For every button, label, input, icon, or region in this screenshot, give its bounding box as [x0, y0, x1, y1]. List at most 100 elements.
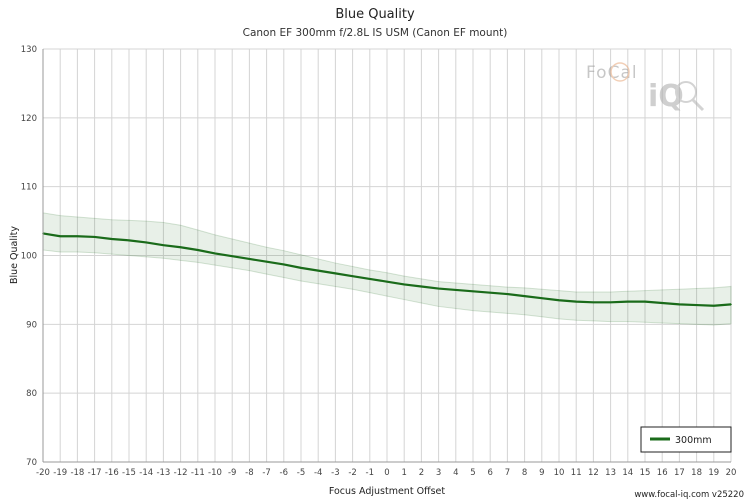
- x-tick-label: 16: [657, 468, 668, 478]
- data-point: [283, 263, 285, 266]
- x-tick-label: -13: [156, 468, 170, 478]
- credit-text: www.focal-iq.com v25220: [634, 490, 744, 500]
- data-point: [455, 289, 457, 291]
- legend: 300mm: [640, 426, 732, 453]
- x-tick-label: -19: [53, 468, 67, 478]
- x-tick-label: 8: [522, 468, 527, 478]
- data-point: [472, 290, 474, 293]
- x-tick-label: 10: [554, 468, 565, 478]
- data-point: [317, 269, 320, 272]
- x-tick-label: -14: [139, 468, 153, 478]
- data-point: [162, 244, 165, 246]
- data-point: [489, 291, 492, 294]
- x-tick-label: 13: [605, 468, 616, 478]
- data-point: [214, 252, 216, 255]
- x-tick-label: 0: [384, 468, 389, 478]
- x-tick-label: 12: [588, 468, 599, 478]
- data-point: [713, 304, 715, 307]
- data-point: [197, 249, 199, 251]
- y-tick-label: 110: [21, 183, 37, 193]
- chart-title: Blue Quality: [335, 7, 415, 22]
- data-point: [179, 246, 182, 249]
- x-tick-label: -18: [70, 468, 84, 478]
- x-tick-label: 2: [419, 468, 424, 478]
- y-tick-label: 90: [26, 320, 37, 330]
- x-tick-label: -9: [228, 468, 236, 478]
- data-point: [644, 300, 646, 303]
- x-tick-label: -11: [191, 468, 205, 478]
- y-tick-label: 130: [21, 45, 37, 55]
- data-point: [300, 267, 302, 269]
- y-tick-label: 100: [21, 252, 37, 262]
- data-point: [248, 258, 251, 260]
- data-point: [541, 297, 543, 299]
- x-tick-label: -3: [331, 468, 339, 478]
- data-point: [506, 293, 509, 295]
- data-point: [231, 255, 233, 257]
- x-tick-label: 1: [401, 468, 406, 478]
- x-tick-label: -10: [208, 468, 222, 478]
- legend-label: 300mm: [675, 435, 712, 446]
- data-point: [609, 301, 612, 304]
- data-point: [111, 238, 113, 240]
- data-point: [437, 287, 440, 290]
- data-point: [265, 260, 268, 263]
- x-tick-label: 14: [622, 468, 633, 478]
- x-tick-label: 6: [487, 468, 492, 478]
- x-tick-label: -4: [314, 468, 322, 478]
- x-tick-label: -5: [297, 468, 305, 478]
- magnifier-icon: [675, 81, 697, 103]
- axes: -20 -19 -18 -17 -16 -15 -14 -13 -12 -11 -10 -9 -8 -7-…: [21, 45, 737, 478]
- x-tick-label: -15: [122, 468, 136, 478]
- data-point: [678, 303, 681, 306]
- focal-iq-logo: FoCal iQ: [586, 62, 705, 114]
- x-tick-label: 15: [640, 468, 651, 478]
- y-tick-label: 80: [26, 389, 37, 399]
- x-tick-label: 18: [691, 468, 702, 478]
- data-point: [558, 299, 560, 302]
- data-point: [145, 241, 147, 244]
- data-point: [334, 272, 337, 275]
- y-axis-label: Blue Quality: [9, 226, 20, 284]
- data-point: [59, 235, 61, 238]
- x-tick-label: 19: [708, 468, 719, 478]
- x-tick-label: -20: [36, 468, 50, 478]
- chart-subtitle: Canon EF 300mm f/2.8L IS USM (Canon EF m…: [242, 27, 508, 39]
- data-point: [420, 285, 423, 288]
- data-point: [627, 300, 629, 303]
- data-point: [730, 303, 732, 306]
- x-axis-label: Focus Adjustment Offset: [329, 486, 446, 497]
- data-point: [386, 280, 388, 283]
- data-point: [351, 275, 354, 277]
- data-point: [403, 283, 406, 286]
- confidence-band: [42, 212, 732, 326]
- data-point: [76, 235, 79, 238]
- data-point: [128, 239, 130, 242]
- data-point: [695, 304, 698, 306]
- x-tick-label: 5: [470, 468, 475, 478]
- x-tick-label: -12: [174, 468, 188, 478]
- magnifier-handle: [691, 98, 705, 112]
- y-tick-label: 70: [26, 458, 37, 468]
- x-tick-label: -8: [245, 468, 253, 478]
- y-tick-label: 120: [21, 114, 37, 124]
- x-tick-label: 4: [453, 468, 458, 478]
- x-tick-label: -16: [105, 468, 119, 478]
- x-tick-label: -2: [348, 468, 356, 478]
- series-line-layer: [42, 232, 732, 307]
- x-tick-label: -1: [366, 468, 374, 478]
- data-point: [592, 301, 595, 304]
- grid: [42, 48, 732, 463]
- x-tick-label: 3: [436, 468, 441, 478]
- logo-ring: [610, 62, 630, 82]
- x-tick-label: 7: [505, 468, 510, 478]
- data-point: [93, 236, 96, 238]
- data-point: [661, 302, 663, 304]
- x-tick-label: 9: [539, 468, 544, 478]
- x-tick-label: -7: [262, 468, 270, 478]
- data-point: [523, 295, 526, 297]
- data-point: [575, 300, 577, 303]
- data-point: [369, 278, 371, 280]
- x-tick-label: 17: [674, 468, 685, 478]
